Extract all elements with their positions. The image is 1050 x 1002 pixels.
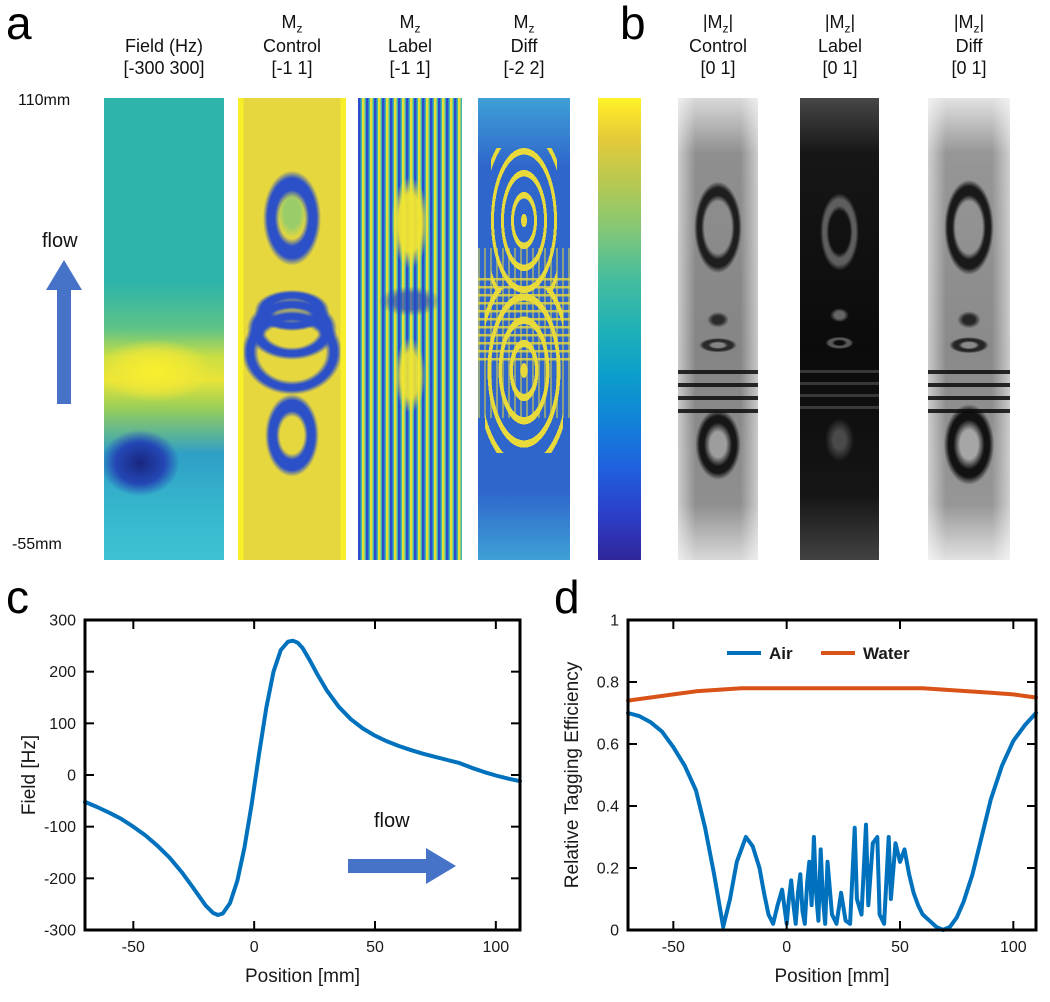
flow-up-arrow-shaft <box>57 289 71 404</box>
abs-mz-diff-title-line1: |Mz| <box>953 12 985 36</box>
flow-right-arrow-head <box>426 848 456 884</box>
air-legend-label: Air <box>769 644 793 663</box>
tagging-efficiency-chart-svg: -50 0 50 100 0 0.2 0.4 0.6 0.8 1 Position [mm] Rela… <box>562 613 1038 987</box>
abs-mz-control-title: |Mz| Control [0 1] <box>663 12 773 80</box>
y-tick-label: 200 <box>49 664 76 681</box>
flow-right-arrow <box>348 848 456 884</box>
field-profile-chart: -50 0 50 100 -300 -200 -100 0 100 200 300 Position … <box>19 598 535 993</box>
mz-control-title-line3: [-1 1] <box>271 58 313 79</box>
abs-mz-label-map <box>800 98 879 560</box>
x-tick-label: 50 <box>366 939 384 956</box>
y-tick-label: -200 <box>44 871 76 888</box>
panel-b-label: b <box>620 0 646 49</box>
field-series-line <box>83 638 522 917</box>
x-axis-label: Position [mm] <box>245 966 360 987</box>
position-top-label: 110mm <box>18 92 71 109</box>
tagging-efficiency-chart: -50 0 50 100 0 0.2 0.4 0.6 0.8 1 Position [mm] Rela… <box>560 598 1050 993</box>
axes-box <box>626 618 1038 932</box>
field-map-title: Field (Hz) [-300 300] <box>104 36 224 80</box>
flow-right-arrow-shaft <box>348 859 427 873</box>
y-tick-label: 1 <box>610 613 619 630</box>
flow-label-panel-a: flow <box>42 230 78 252</box>
mz-control-title-line1: Mz <box>281 12 303 36</box>
mz-control-map <box>238 98 346 560</box>
panel-d-label: d <box>554 571 580 623</box>
y-tick-label: 0.2 <box>597 861 619 878</box>
field-map <box>104 98 224 560</box>
abs-mz-label-title-line2: Label <box>817 36 863 57</box>
mz-label-title: Mz Label [-1 1] <box>358 12 462 80</box>
x-tick-label: 50 <box>891 939 909 956</box>
x-tick-label: 100 <box>1000 939 1027 956</box>
mz-diff-title: Mz Diff [-2 2] <box>478 12 570 80</box>
x-axis-label: Position [mm] <box>774 966 889 987</box>
mz-diff-map <box>478 98 570 560</box>
mz-control-title-line2: Control <box>262 36 322 57</box>
y-tick-label: 0 <box>67 768 76 785</box>
abs-mz-label-title-line1: |Mz| <box>824 12 856 36</box>
water-series-line <box>626 686 1038 703</box>
y-tick-label: 0.6 <box>597 737 619 754</box>
mz-label-title-line3: [-1 1] <box>389 58 431 79</box>
abs-mz-diff-title: |Mz| Diff [0 1] <box>914 12 1024 80</box>
abs-mz-diff-map <box>928 98 1010 560</box>
y-tick-label: 0.8 <box>597 675 619 692</box>
field-map-title-line1: Field (Hz) <box>124 36 203 56</box>
position-bottom-label: -55mm <box>12 536 62 553</box>
field-profile-chart-svg: -50 0 50 100 -300 -200 -100 0 100 200 300 Position … <box>19 613 522 987</box>
air-series-line <box>626 711 1038 932</box>
mz-diff-title-line3: [-2 2] <box>503 58 545 79</box>
y-tick-label: 100 <box>49 716 76 733</box>
flow-up-arrow <box>46 260 82 404</box>
field-map-title-line2: [-300 300] <box>123 57 205 78</box>
x-tick-label: -50 <box>122 939 145 956</box>
flow-label-panel-c: flow <box>374 810 410 832</box>
mz-control-title: Mz Control [-1 1] <box>238 12 346 80</box>
mz-label-map <box>358 98 462 560</box>
abs-mz-label-title-line3: [0 1] <box>822 58 858 79</box>
y-tick-label: -300 <box>44 923 76 940</box>
panel-a-label: a <box>6 0 32 49</box>
x-tick-label: 0 <box>250 939 259 956</box>
abs-mz-control-title-line1: |Mz| <box>702 12 734 36</box>
mz-label-title-line1: Mz <box>399 12 421 36</box>
y-axis-label: Relative Tagging Efficiency <box>562 661 583 888</box>
abs-mz-diff-title-line2: Diff <box>955 36 983 57</box>
water-legend-label: Water <box>863 644 910 663</box>
y-tick-label: 0.4 <box>597 799 619 816</box>
abs-mz-diff-title-line3: [0 1] <box>951 58 987 79</box>
x-tick-label: 100 <box>482 939 509 956</box>
y-tick-label: -100 <box>44 819 76 836</box>
mz-diff-title-line2: Diff <box>510 36 538 57</box>
abs-mz-control-title-line3: [0 1] <box>700 58 736 79</box>
y-tick-label: 300 <box>49 613 76 630</box>
y-tick-label: 0 <box>610 923 619 940</box>
mz-label-title-line2: Label <box>387 36 433 57</box>
colorbar <box>598 98 641 560</box>
abs-mz-control-map <box>678 98 758 560</box>
abs-mz-label-title: |Mz| Label [0 1] <box>785 12 895 80</box>
x-tick-label: -50 <box>662 939 685 956</box>
abs-mz-control-title-line2: Control <box>688 36 748 57</box>
y-axis-label: Field [Hz] <box>20 735 40 815</box>
panel-c-label: c <box>6 571 29 623</box>
mz-diff-title-line1: Mz <box>513 12 535 36</box>
x-tick-label: 0 <box>782 939 791 956</box>
flow-up-arrow-head <box>46 260 82 290</box>
